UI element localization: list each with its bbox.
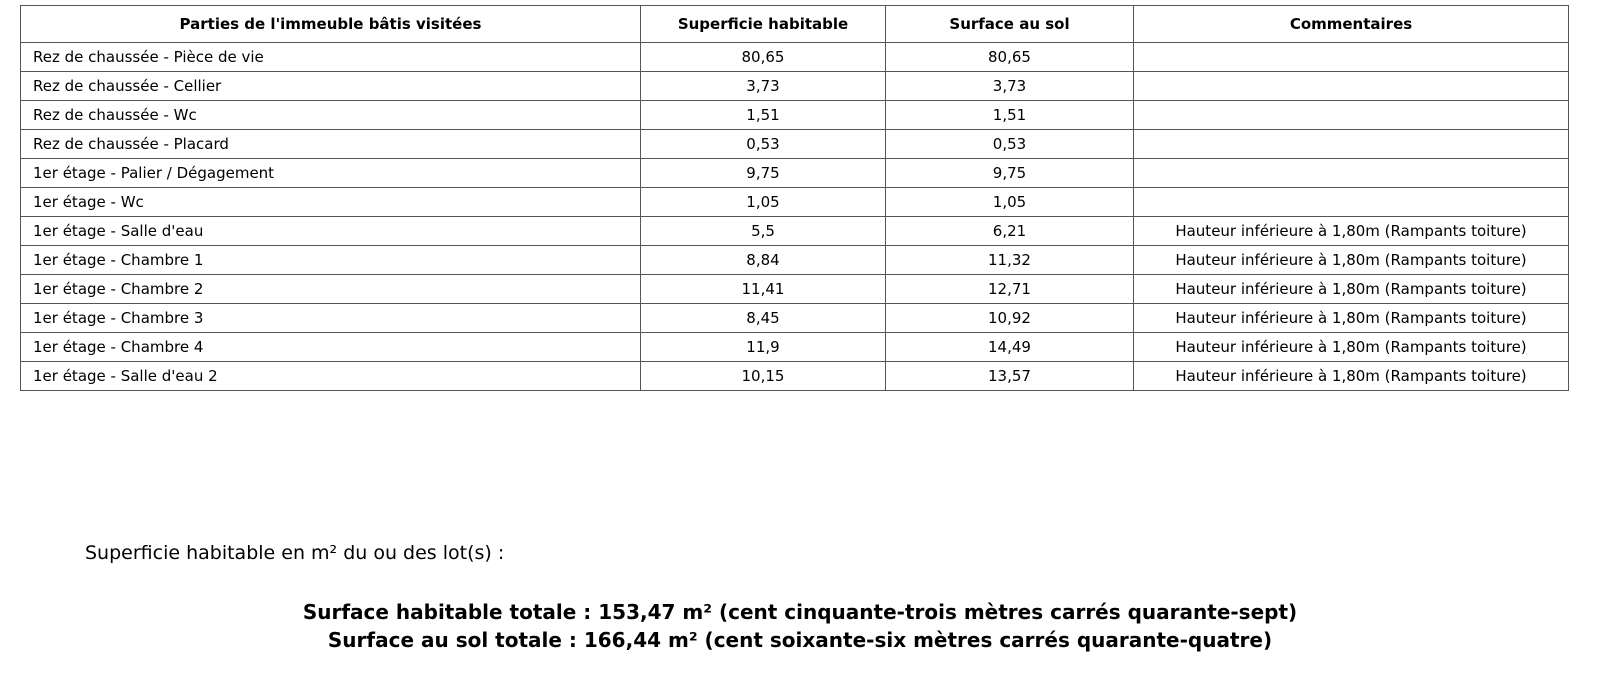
value-cell: 13,57 <box>885 361 1134 391</box>
value-cell: 3,73 <box>640 71 886 101</box>
note: Superficie habitable en m² du ou des lot… <box>85 542 505 564</box>
value-cell: 1,51 <box>885 100 1134 130</box>
room-cell: 1er étage - Palier / Dégagement <box>20 158 641 188</box>
room-cell: 1er étage - Wc <box>20 187 641 217</box>
room-cell: Rez de chaussée - Pièce de vie <box>20 42 641 72</box>
value-cell: Hauteur inférieure à 1,80m (Rampants toi… <box>1133 303 1569 333</box>
value-cell: 0,53 <box>640 129 886 159</box>
value-cell: 3,73 <box>885 71 1134 101</box>
header-cell: Parties de l'immeuble bâtis visitées <box>20 5 641 43</box>
surface-table: Parties de l'immeuble bâtis visitées Supe… <box>20 5 1569 391</box>
room-cell: Rez de chaussée - Placard <box>20 129 641 159</box>
value-cell <box>1133 100 1569 130</box>
value-cell: 11,9 <box>640 332 886 362</box>
total-line: Surface au sol totale : 166,44 m² (cent … <box>327 628 1273 652</box>
room-cell: 1er étage - Salle d'eau <box>20 216 641 246</box>
value-cell: 1,05 <box>640 187 886 217</box>
value-cell: 10,92 <box>885 303 1134 333</box>
value-cell: 14,49 <box>885 332 1134 362</box>
table-row: 1er étage - Palier / Dégagement 9,75 9,75 <box>20 158 1569 188</box>
table-row: 1er étage - Chambre 3 8,45 10,92 Hauteur in… <box>20 303 1569 333</box>
value-cell: 11,41 <box>640 274 886 304</box>
value-cell: 1,51 <box>640 100 886 130</box>
value-cell: 9,75 <box>885 158 1134 188</box>
totals: Surface habitable totale : 153,47 m² (ce… <box>0 598 1600 654</box>
room-cell: 1er étage - Chambre 1 <box>20 245 641 275</box>
table-row: Rez de chaussée - Placard 0,53 0,53 <box>20 129 1569 159</box>
value-cell: 80,65 <box>640 42 886 72</box>
value-cell: 1,05 <box>885 187 1134 217</box>
value-cell: 10,15 <box>640 361 886 391</box>
value-cell: Hauteur inférieure à 1,80m (Rampants toi… <box>1133 245 1569 275</box>
value-cell <box>1133 129 1569 159</box>
room-cell: 1er étage - Salle d'eau 2 <box>20 361 641 391</box>
value-cell: Hauteur inférieure à 1,80m (Rampants toi… <box>1133 274 1569 304</box>
room-cell: 1er étage - Chambre 2 <box>20 274 641 304</box>
room-cell: 1er étage - Chambre 3 <box>20 303 641 333</box>
room-cell: 1er étage - Chambre 4 <box>20 332 641 362</box>
value-cell: 80,65 <box>885 42 1134 72</box>
value-cell: 12,71 <box>885 274 1134 304</box>
value-cell: Hauteur inférieure à 1,80m (Rampants toi… <box>1133 332 1569 362</box>
value-cell: 8,45 <box>640 303 886 333</box>
header-cell: Commentaires <box>1133 5 1569 43</box>
total-line: Surface habitable totale : 153,47 m² (ce… <box>302 600 1298 624</box>
table-row: 1er étage - Wc 1,05 1,05 <box>20 187 1569 217</box>
table-row: Rez de chaussée - Wc 1,51 1,51 <box>20 100 1569 130</box>
value-cell: Hauteur inférieure à 1,80m (Rampants toi… <box>1133 361 1569 391</box>
table-row: 1er étage - Salle d'eau 5,5 6,21 Hauteur in… <box>20 216 1569 246</box>
table-row: 1er étage - Chambre 4 11,9 14,49 Hauteur in… <box>20 332 1569 362</box>
value-cell <box>1133 71 1569 101</box>
table-row: Rez de chaussée - Pièce de vie 80,65 80,65 <box>20 42 1569 72</box>
room-cell: Rez de chaussée - Wc <box>20 100 641 130</box>
value-cell: 6,21 <box>885 216 1134 246</box>
header-cell: Surface au sol <box>885 5 1134 43</box>
table-row: 1er étage - Chambre 1 8,84 11,32 Hauteur in… <box>20 245 1569 275</box>
table-row: Rez de chaussée - Cellier 3,73 3,73 <box>20 71 1569 101</box>
value-cell: 9,75 <box>640 158 886 188</box>
value-cell <box>1133 158 1569 188</box>
value-cell: 8,84 <box>640 245 886 275</box>
table-body: Rez de chaussée - Pièce de vie 80,65 80,65… <box>20 42 1569 391</box>
header-row: Parties de l'immeuble bâtis visitées Supe… <box>20 5 1569 43</box>
value-cell: 11,32 <box>885 245 1134 275</box>
value-cell: 0,53 <box>885 129 1134 159</box>
room-cell: Rez de chaussée - Cellier <box>20 71 641 101</box>
table-row: 1er étage - Chambre 2 11,41 12,71 Hauteur i… <box>20 274 1569 304</box>
value-cell <box>1133 187 1569 217</box>
value-cell: Hauteur inférieure à 1,80m (Rampants toi… <box>1133 216 1569 246</box>
table-row: 1er étage - Salle d'eau 2 10,15 13,57 Haute… <box>20 361 1569 391</box>
header-cell: Superficie habitable <box>640 5 886 43</box>
value-cell: 5,5 <box>640 216 886 246</box>
value-cell <box>1133 42 1569 72</box>
